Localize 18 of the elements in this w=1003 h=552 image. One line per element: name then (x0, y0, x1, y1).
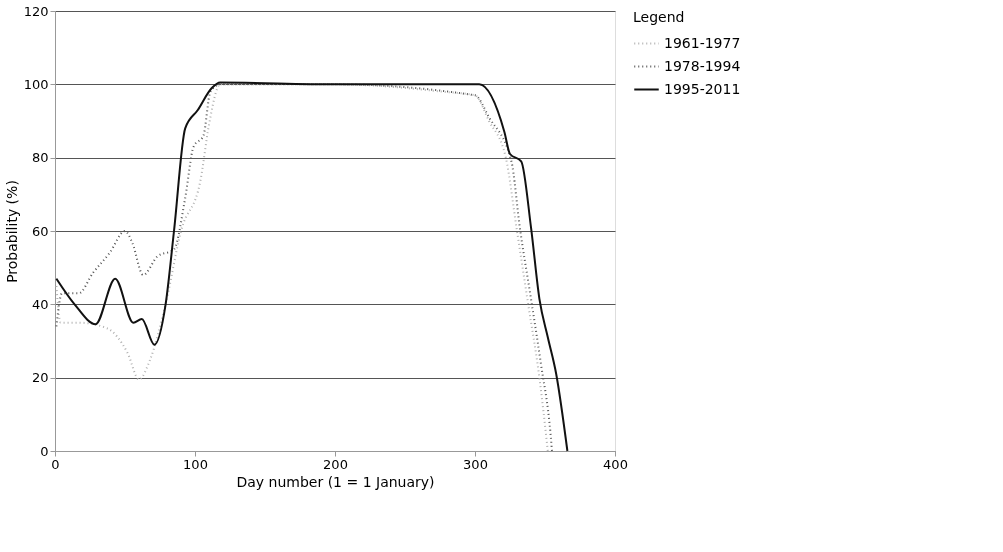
y-tick-label: 0 (40, 443, 49, 459)
y-tick-label: 40 (31, 296, 49, 312)
x-tick-label: 200 (323, 456, 348, 472)
y-tick-label: 60 (31, 223, 49, 239)
y-tick-label: 20 (31, 370, 49, 386)
x-tick-label: 300 (463, 456, 488, 472)
x-tick-label: 0 (51, 456, 60, 472)
y-tick-label: 80 (31, 150, 49, 166)
x-tick-label: 400 (603, 456, 628, 472)
y-tick-label: 120 (23, 3, 49, 19)
legend-label: 1978-1994 (664, 57, 741, 74)
legend-label: 1961-1977 (664, 34, 741, 51)
legend-title: Legend (633, 9, 685, 25)
legend-label: 1995-2011 (664, 80, 741, 97)
x-tick-label: 100 (183, 456, 208, 472)
y-tick-label: 100 (23, 76, 49, 92)
y-axis-title: Probability (%) (3, 180, 20, 283)
x-axis-title: Day number (1 = 1 January) (236, 473, 435, 490)
